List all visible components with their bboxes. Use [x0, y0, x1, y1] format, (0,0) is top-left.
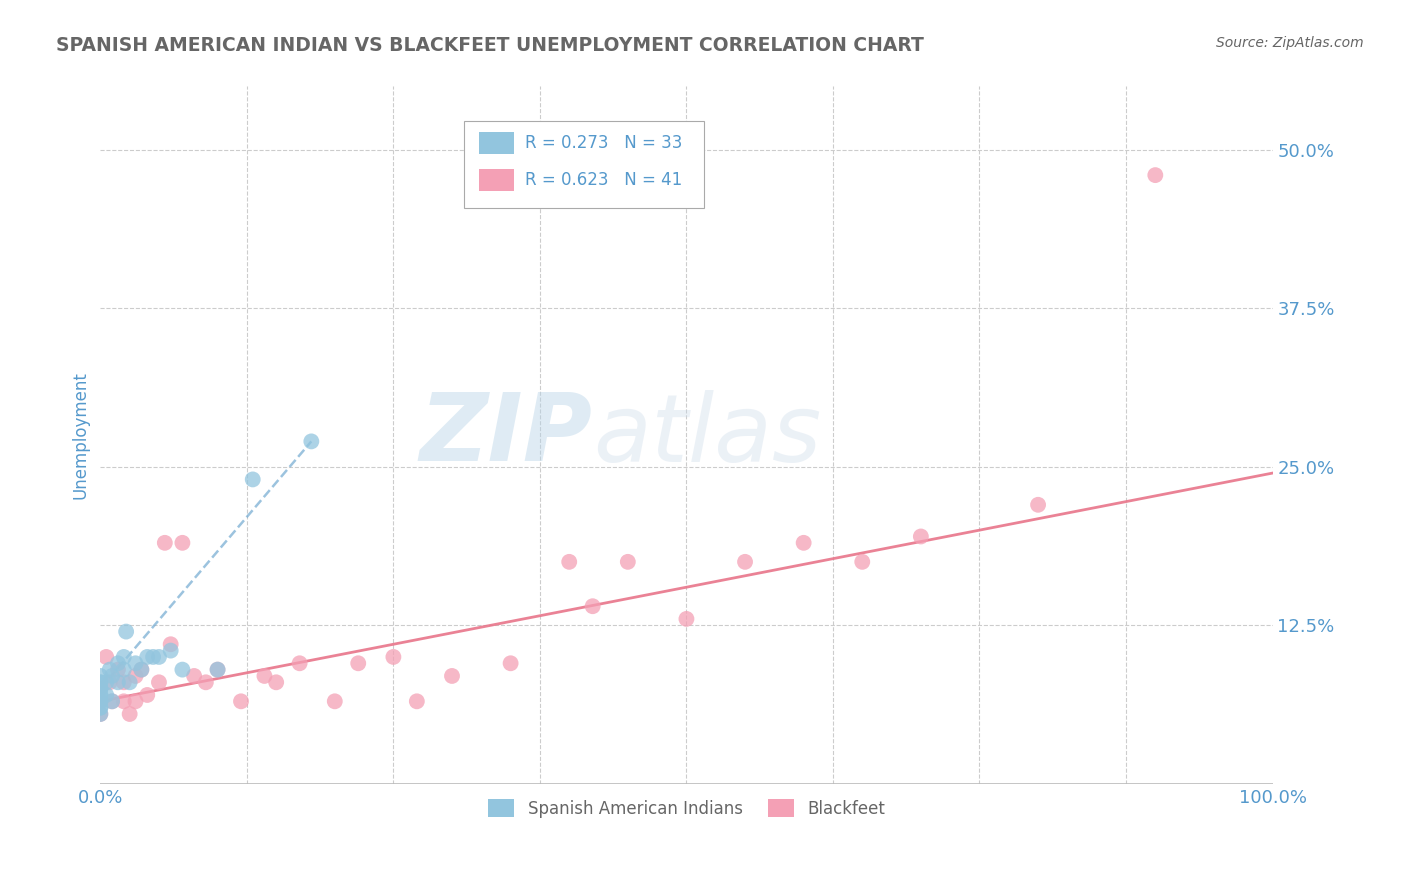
- Point: [405, 694, 427, 708]
- Point: [229, 694, 252, 708]
- Point: [118, 706, 141, 721]
- Y-axis label: Unemployment: Unemployment: [72, 371, 89, 499]
- Point: [89, 669, 111, 683]
- Point: [323, 694, 346, 708]
- Point: [107, 675, 129, 690]
- Point: [153, 536, 176, 550]
- Point: [112, 649, 135, 664]
- Point: [89, 688, 111, 702]
- Point: [183, 669, 205, 683]
- Point: [1144, 168, 1167, 182]
- Point: [288, 657, 311, 671]
- Text: atlas: atlas: [593, 390, 821, 481]
- Point: [89, 706, 111, 721]
- Point: [382, 649, 405, 664]
- Point: [159, 637, 181, 651]
- Point: [96, 675, 118, 690]
- Point: [194, 675, 217, 690]
- Point: [98, 675, 121, 690]
- Point: [440, 669, 463, 683]
- Text: SPANISH AMERICAN INDIAN VS BLACKFEET UNEMPLOYMENT CORRELATION CHART: SPANISH AMERICAN INDIAN VS BLACKFEET UNE…: [56, 36, 924, 54]
- Point: [107, 657, 129, 671]
- Text: ZIP: ZIP: [420, 389, 593, 481]
- Text: Source: ZipAtlas.com: Source: ZipAtlas.com: [1216, 36, 1364, 50]
- Point: [499, 657, 522, 671]
- Point: [89, 681, 111, 696]
- Point: [124, 694, 146, 708]
- Text: R = 0.273   N = 33: R = 0.273 N = 33: [524, 134, 682, 152]
- Point: [112, 694, 135, 708]
- Point: [98, 663, 121, 677]
- Point: [793, 536, 815, 550]
- Point: [89, 675, 111, 690]
- Point: [172, 536, 194, 550]
- FancyBboxPatch shape: [464, 121, 704, 209]
- Point: [112, 663, 135, 677]
- Point: [142, 649, 165, 664]
- Point: [89, 694, 111, 708]
- Point: [582, 599, 605, 614]
- Point: [131, 663, 153, 677]
- Point: [851, 555, 873, 569]
- Point: [1026, 498, 1049, 512]
- Point: [101, 694, 124, 708]
- Point: [136, 688, 159, 702]
- Point: [131, 663, 153, 677]
- Point: [207, 663, 229, 677]
- Point: [96, 688, 118, 702]
- Point: [675, 612, 697, 626]
- Point: [617, 555, 640, 569]
- Point: [89, 681, 111, 696]
- Point: [89, 706, 111, 721]
- Point: [558, 555, 581, 569]
- Point: [89, 700, 111, 714]
- Text: R = 0.623   N = 41: R = 0.623 N = 41: [524, 170, 682, 189]
- Point: [159, 643, 181, 657]
- Point: [148, 675, 170, 690]
- Point: [112, 675, 135, 690]
- FancyBboxPatch shape: [479, 169, 515, 191]
- Point: [253, 669, 276, 683]
- Point: [107, 663, 129, 677]
- Point: [136, 649, 159, 664]
- Point: [124, 669, 146, 683]
- Point: [734, 555, 756, 569]
- Point: [124, 657, 146, 671]
- Point: [89, 700, 111, 714]
- Point: [347, 657, 370, 671]
- Point: [101, 669, 124, 683]
- Point: [96, 649, 118, 664]
- Point: [172, 663, 194, 677]
- Point: [89, 675, 111, 690]
- Point: [242, 472, 264, 486]
- Point: [89, 681, 111, 696]
- Point: [89, 688, 111, 702]
- Point: [299, 434, 322, 449]
- Point: [264, 675, 287, 690]
- Point: [89, 694, 111, 708]
- Point: [207, 663, 229, 677]
- FancyBboxPatch shape: [479, 132, 515, 154]
- Point: [115, 624, 138, 639]
- Point: [118, 675, 141, 690]
- Point: [89, 694, 111, 708]
- Legend: Spanish American Indians, Blackfeet: Spanish American Indians, Blackfeet: [481, 792, 891, 824]
- Point: [910, 529, 932, 543]
- Point: [101, 694, 124, 708]
- Point: [148, 649, 170, 664]
